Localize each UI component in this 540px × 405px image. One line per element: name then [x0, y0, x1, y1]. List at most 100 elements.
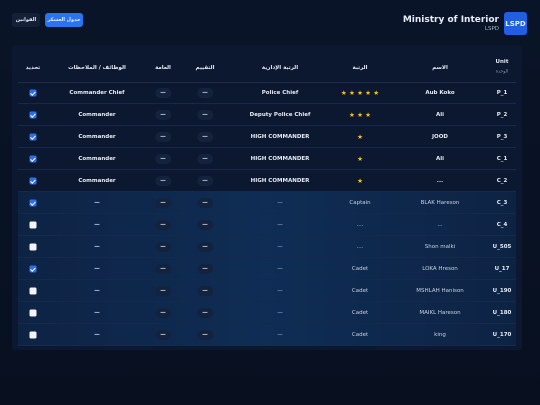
button[interactable]: جدول العسكر [45, 13, 83, 27]
cell: U_17 [494, 266, 510, 272]
cell: — [94, 288, 100, 294]
column-header: العامة [155, 65, 171, 71]
cell: LOKA Hreson [422, 266, 458, 272]
column-header: Unit [495, 59, 509, 65]
checkbox[interactable] [29, 265, 37, 273]
cell: U_180 [492, 310, 512, 316]
cell: C_1 [496, 156, 508, 162]
cell: ★ [357, 133, 363, 141]
cell: HIGH COMMANDER [250, 156, 310, 162]
cell: Police Chief [261, 90, 299, 96]
cell: Commander [78, 178, 116, 184]
cell: ★ [357, 155, 363, 163]
checkbox[interactable] [29, 155, 37, 163]
checkbox[interactable] [29, 221, 37, 229]
cell: Shon malki [424, 244, 456, 250]
cell: — [94, 200, 100, 206]
cell: Ali [435, 112, 445, 118]
cell: HIGH COMMANDER [250, 134, 310, 140]
cell: — [197, 176, 213, 186]
cell: MSHLAH Hanison [416, 288, 464, 294]
cell: BLAK Hareson [420, 200, 460, 206]
row-bg [18, 192, 516, 214]
cell: U_170 [492, 332, 512, 338]
checkbox[interactable] [29, 199, 37, 207]
row-bg [18, 126, 516, 148]
checkbox[interactable] [29, 133, 37, 141]
cell: — [155, 110, 171, 120]
checkbox[interactable] [29, 177, 37, 185]
column-header: الوظائف / الملاحظات [68, 65, 126, 71]
cell: — [197, 308, 213, 318]
row-bg [18, 302, 516, 324]
cell: — [197, 154, 213, 164]
cell: P_3 [496, 134, 508, 140]
logo: LSPD [504, 12, 527, 35]
cell: — [197, 198, 213, 208]
checkbox[interactable] [29, 287, 37, 295]
column-header: الرتبة الإدارية [261, 65, 299, 71]
row-bg [18, 236, 516, 258]
cell: .... [356, 244, 364, 250]
cell: — [94, 310, 100, 316]
cell: — [94, 332, 100, 338]
divider [18, 82, 516, 83]
cell: P_1 [496, 90, 508, 96]
cell: — [197, 264, 213, 274]
cell: — [197, 132, 213, 142]
cell: JOOD [432, 134, 448, 140]
column-header: تحديد [25, 65, 41, 71]
cell: Cadet [351, 288, 369, 294]
cell: — [277, 244, 283, 250]
cell: MAIKL Hareson [419, 310, 461, 316]
column-header: الرتبة [352, 65, 368, 71]
cell: — [155, 88, 171, 98]
cell: U_505 [492, 244, 512, 250]
column-subheader: الوحدة [495, 69, 509, 75]
cell: king [434, 332, 446, 338]
cell: C_3 [496, 200, 508, 206]
row-bg [18, 280, 516, 302]
subtitle: LSPD [484, 26, 499, 32]
cell: C_2 [496, 178, 508, 184]
row-bg [18, 148, 516, 170]
cell: Commander Chief [69, 90, 125, 96]
cell: C_4 [496, 222, 508, 228]
cell: Deputy Police Chief [249, 112, 311, 118]
column-header: التقييم [195, 65, 215, 71]
cell: Commander [78, 156, 116, 162]
cell: — [155, 242, 171, 252]
cell: — [155, 154, 171, 164]
checkbox[interactable] [29, 89, 37, 97]
checkbox[interactable] [29, 243, 37, 251]
row-bg [18, 170, 516, 192]
cell: — [197, 110, 213, 120]
cell: HIGH COMMANDER [250, 178, 310, 184]
cell: — [277, 266, 283, 272]
button[interactable]: القوانين [12, 13, 40, 27]
cell: Commander [78, 112, 116, 118]
cell: — [197, 286, 213, 296]
cell: — [277, 332, 283, 338]
cell: ... [436, 178, 444, 184]
cell: — [155, 308, 171, 318]
row-bg [18, 258, 516, 280]
cell: ★ ★ ★ ★ ★ [340, 89, 380, 97]
checkbox[interactable] [29, 309, 37, 317]
cell: Cadet [351, 332, 369, 338]
cell: Cadet [351, 266, 369, 272]
checkbox[interactable] [29, 111, 37, 119]
cell: — [155, 286, 171, 296]
row-bg [18, 104, 516, 126]
cell: — [155, 176, 171, 186]
cell: — [94, 222, 100, 228]
cell: — [94, 244, 100, 250]
row-bg [18, 82, 516, 104]
column-header: الاسم [432, 65, 448, 71]
cell: Ali [435, 156, 445, 162]
row-bg [18, 324, 516, 346]
cell: ... [437, 222, 443, 228]
cell: Captain [349, 200, 371, 206]
cell: — [197, 220, 213, 230]
checkbox[interactable] [29, 331, 37, 339]
